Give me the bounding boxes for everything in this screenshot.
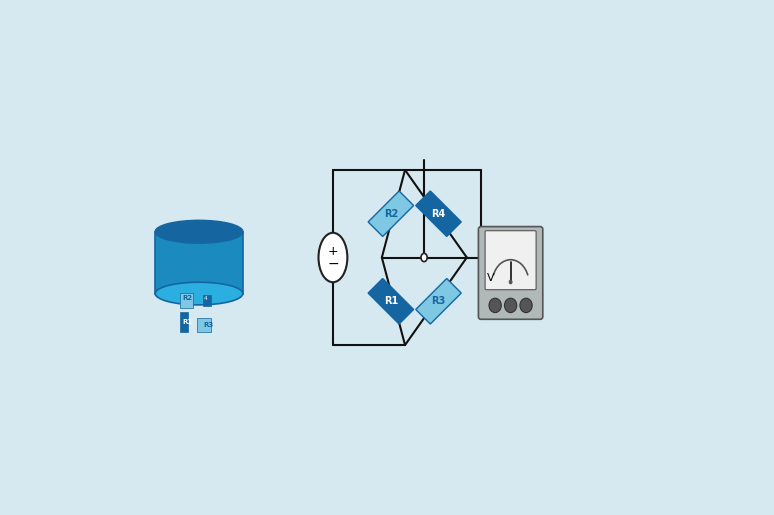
Ellipse shape <box>421 253 427 262</box>
Text: R2: R2 <box>384 209 398 219</box>
FancyBboxPatch shape <box>180 293 193 308</box>
Text: V: V <box>486 273 494 283</box>
Ellipse shape <box>509 280 512 284</box>
Text: R4: R4 <box>431 209 446 219</box>
Text: R1: R1 <box>183 319 193 325</box>
Polygon shape <box>368 191 413 236</box>
FancyBboxPatch shape <box>203 295 211 306</box>
FancyBboxPatch shape <box>478 227 543 319</box>
FancyBboxPatch shape <box>180 312 188 332</box>
Text: R1: R1 <box>384 296 398 306</box>
Ellipse shape <box>156 282 243 305</box>
Text: +: + <box>327 245 338 258</box>
Polygon shape <box>416 191 461 236</box>
Text: 4: 4 <box>204 296 207 301</box>
Polygon shape <box>156 232 243 294</box>
Text: −: − <box>327 256 339 271</box>
Text: R2: R2 <box>183 295 193 301</box>
Ellipse shape <box>156 220 243 243</box>
Polygon shape <box>416 279 461 324</box>
Text: R3: R3 <box>431 296 446 306</box>
Text: R3: R3 <box>203 322 214 328</box>
FancyBboxPatch shape <box>485 231 536 289</box>
FancyBboxPatch shape <box>197 318 211 332</box>
Ellipse shape <box>319 233 348 282</box>
Polygon shape <box>368 279 413 324</box>
Ellipse shape <box>520 298 533 313</box>
Ellipse shape <box>489 298 502 313</box>
Ellipse shape <box>505 298 517 313</box>
